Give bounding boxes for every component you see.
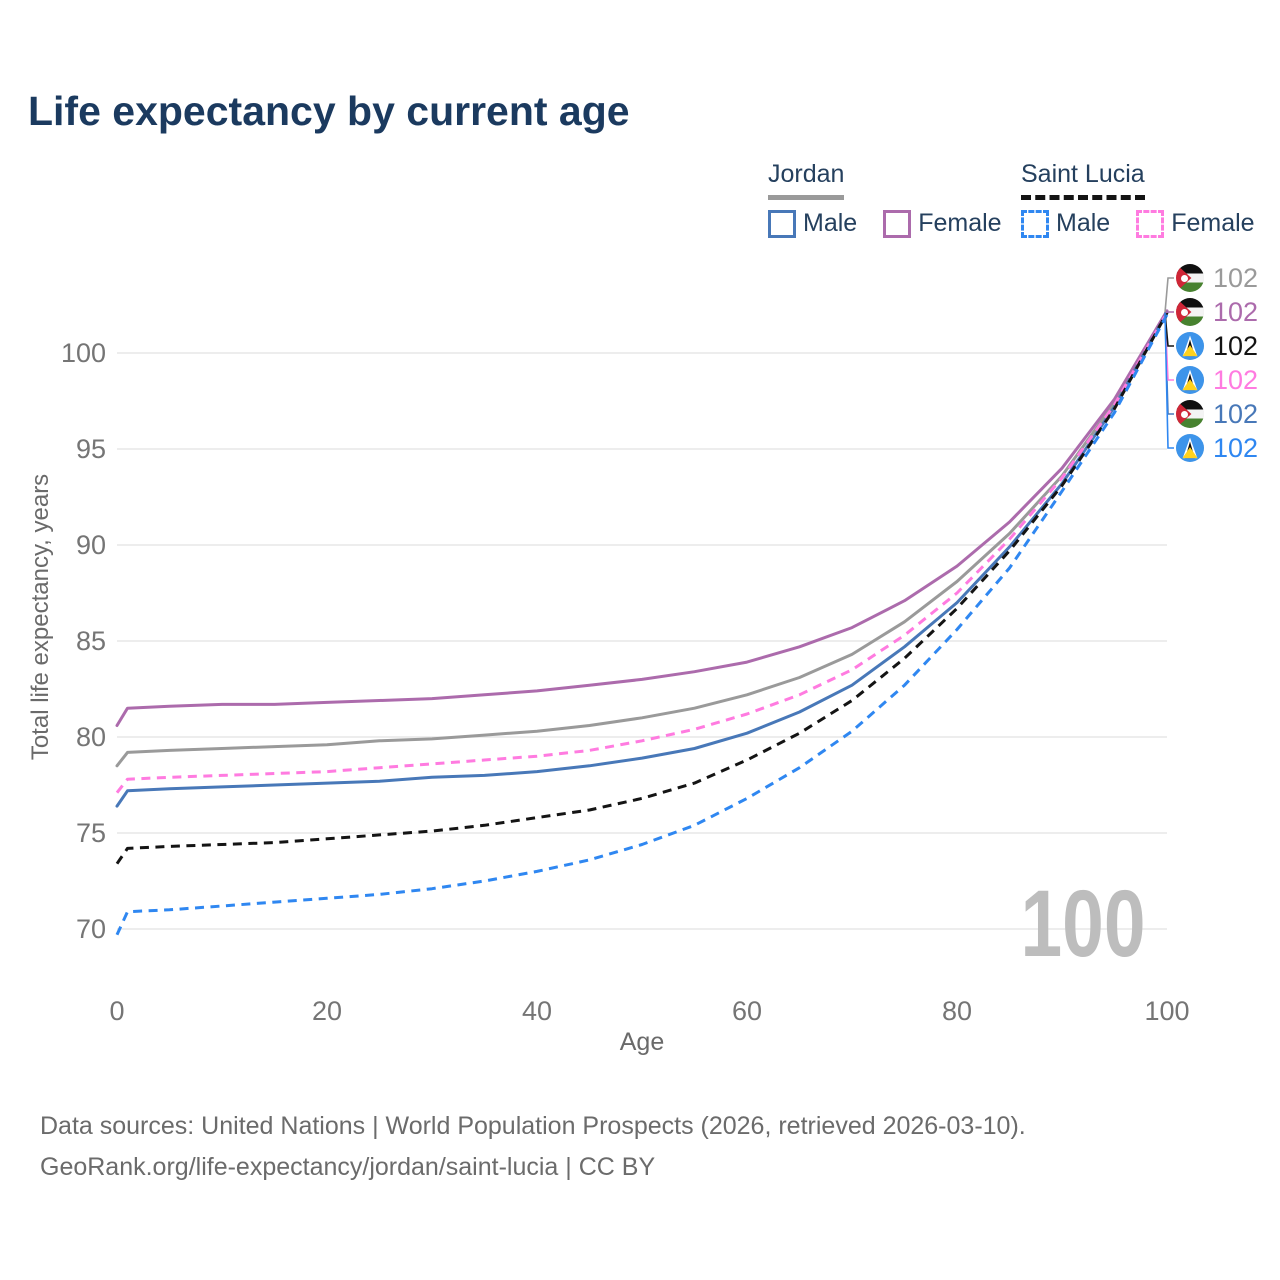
footer: Data sources: United Nations | World Pop… (40, 1106, 1026, 1188)
legend-country-jordan[interactable]: Jordan (768, 160, 845, 200)
jordan-flag-icon (1176, 298, 1204, 326)
data-sources-text: Data sources: United Nations | World Pop… (40, 1112, 1026, 1140)
legend-item-label: Male (803, 209, 858, 237)
current-age-watermark: 100 (1021, 871, 1146, 977)
legend-group-jordan: Jordan Male Female (768, 160, 1002, 238)
end-label-saint-lucia-male: 102 (1176, 434, 1258, 462)
legend-swatch-jordan-female (883, 209, 912, 238)
end-label-saint-lucia: 102 (1176, 332, 1258, 360)
legend-item-jordan-female[interactable]: Female (883, 209, 1002, 238)
legend-swatch-saint-lucia-female (1136, 209, 1165, 238)
x-tick-label-80: 80 (942, 996, 972, 1026)
end-value: 102 (1213, 331, 1259, 361)
x-tick-label-40: 40 (522, 996, 552, 1026)
end-label-jordan-female: 102 (1176, 298, 1258, 326)
x-tick-label-20: 20 (312, 996, 342, 1026)
legend-swatch-saint-lucia-male (1021, 209, 1049, 238)
legend-item-jordan-male[interactable]: Male (768, 209, 857, 238)
jordan-flag-icon (1176, 400, 1204, 428)
end-value: 102 (1213, 399, 1259, 429)
x-tick-label-60: 60 (732, 996, 762, 1026)
legend-item-saint-lucia-male[interactable]: Male (1021, 209, 1110, 238)
x-axis-title: Age (620, 1028, 664, 1056)
legend-group-saint-lucia: Saint Lucia Male Female (1021, 160, 1255, 238)
end-value: 102 (1213, 365, 1259, 395)
end-label-saint-lucia-female: 102 (1176, 366, 1258, 394)
end-value: 102 (1213, 297, 1259, 327)
y-tick-label-80: 80 (76, 722, 106, 752)
series-line-jordan-female (115, 309, 1169, 727)
leader-line-jordan (1164, 277, 1174, 313)
page-title: Life expectancy by current age (28, 88, 630, 134)
saint-lucia-flag-icon (1176, 366, 1204, 394)
y-tick-label-95: 95 (76, 434, 106, 464)
series-line-saint-lucia (115, 311, 1169, 865)
attribution-url[interactable]: GeoRank.org/life-expectancy/jordan/saint… (40, 1153, 656, 1181)
saint-lucia-flag-icon (1176, 434, 1204, 462)
x-tick-label-0: 0 (109, 996, 124, 1026)
end-value: 102 (1213, 433, 1259, 463)
leader-line-saint-lucia-male (1164, 312, 1174, 449)
end-label-jordan: 102 (1176, 264, 1258, 292)
end-label-jordan-male: 102 (1176, 400, 1258, 428)
leader-line-jordan-female (1164, 311, 1174, 314)
saint-lucia-flag-icon (1176, 332, 1204, 360)
legend-item-saint-lucia-female[interactable]: Female (1136, 209, 1255, 238)
legend-country-saint-lucia[interactable]: Saint Lucia (1021, 160, 1145, 200)
y-axis-title: Total life expectancy, years (27, 474, 54, 760)
y-tick-label-75: 75 (76, 818, 106, 848)
y-tick-label-90: 90 (76, 530, 106, 560)
y-tick-label-85: 85 (76, 626, 106, 656)
y-tick-label-100: 100 (61, 338, 106, 368)
jordan-flag-icon (1176, 264, 1204, 292)
y-tick-label-70: 70 (76, 914, 106, 944)
x-tick-label-100: 100 (1144, 996, 1189, 1026)
legend-item-label: Female (918, 209, 1002, 237)
legend-item-label: Male (1056, 209, 1111, 237)
legend-swatch-jordan-male (768, 209, 796, 238)
series-line-saint-lucia-male (115, 313, 1169, 936)
end-value: 102 (1213, 263, 1259, 293)
series-line-jordan-male (115, 311, 1169, 808)
legend-item-label: Female (1171, 209, 1255, 237)
series-line-jordan (115, 311, 1169, 768)
